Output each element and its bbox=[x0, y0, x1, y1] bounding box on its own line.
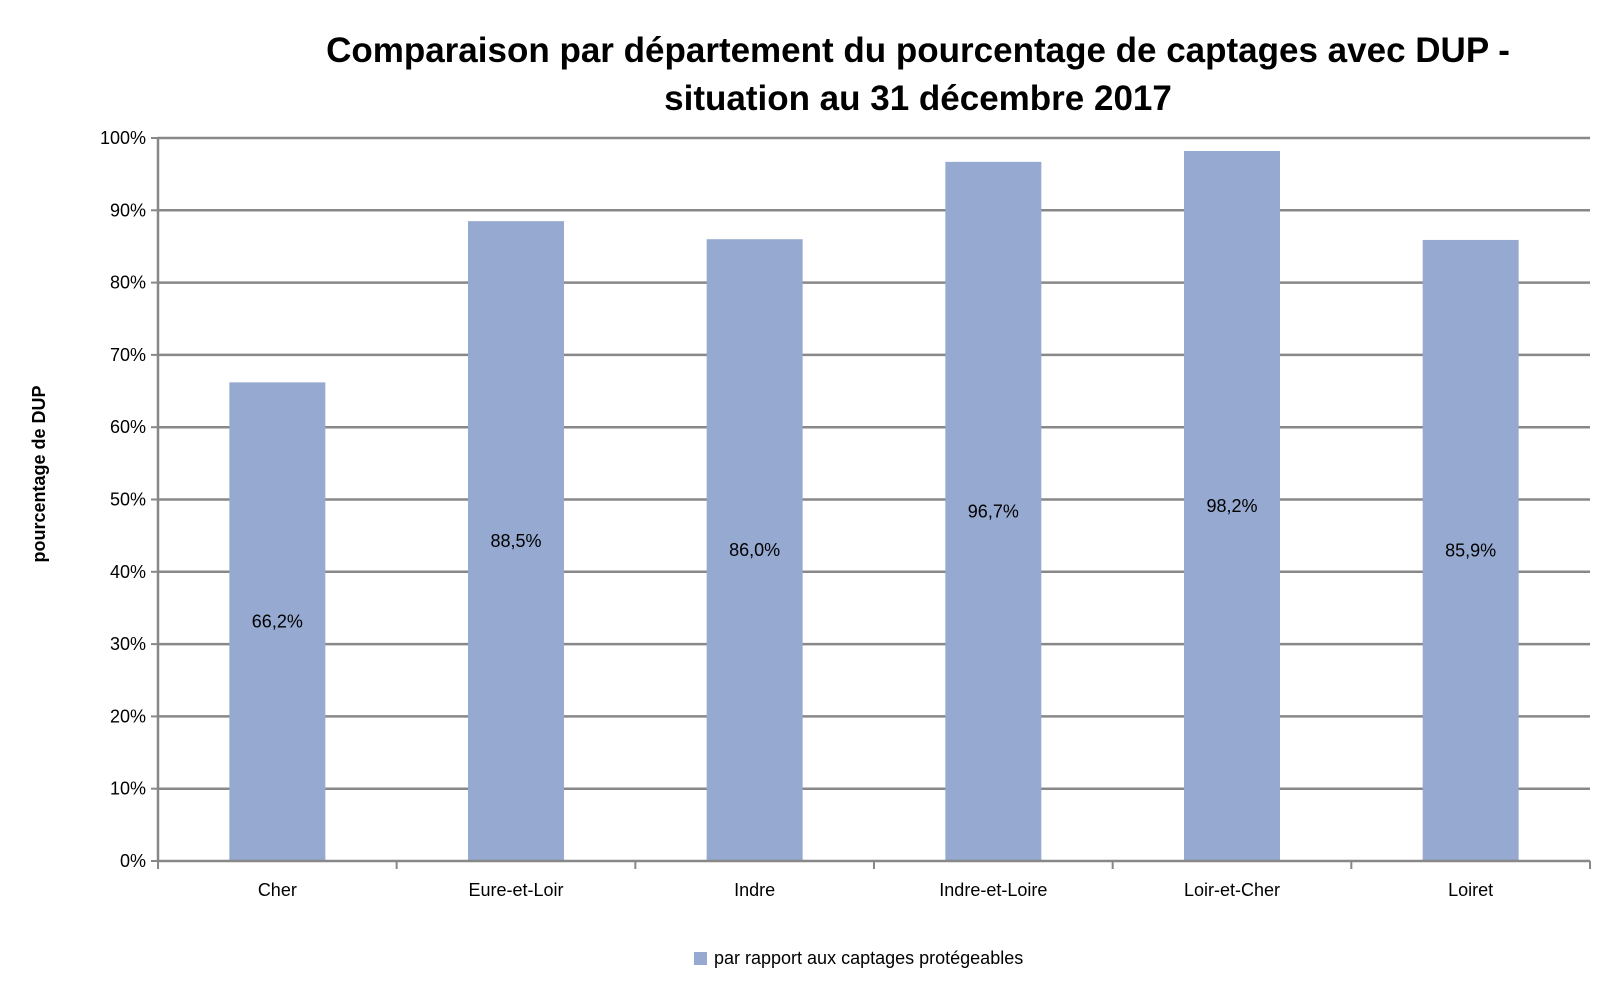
data-label: 66,2% bbox=[252, 612, 303, 632]
labels: 0% 10% 20% 30% 40% 50% 60% 70% 80% 90% 100% 66,2% Ch… bbox=[100, 128, 1496, 900]
bar-loir-et-cher bbox=[1184, 151, 1280, 861]
y-tick-label: 40% bbox=[110, 562, 146, 582]
y-axis-title: pourcentage de DUP bbox=[29, 385, 49, 562]
y-tick-label: 90% bbox=[110, 200, 146, 220]
data-label: 96,7% bbox=[968, 501, 1019, 521]
y-tick-label: 20% bbox=[110, 706, 146, 726]
y-tick-label: 50% bbox=[110, 490, 146, 510]
y-tick-label: 60% bbox=[110, 417, 146, 437]
y-tick-label: 80% bbox=[110, 273, 146, 293]
bar-series bbox=[229, 151, 1519, 862]
data-label: 88,5% bbox=[490, 531, 541, 551]
x-tick-label: Indre bbox=[734, 880, 775, 900]
axes bbox=[151, 137, 1591, 869]
data-label: 98,2% bbox=[1206, 496, 1257, 516]
legend-label: par rapport aux captages protégeables bbox=[714, 948, 1023, 968]
y-tick-label: 10% bbox=[110, 779, 146, 799]
x-tick-label: Cher bbox=[258, 880, 297, 900]
legend: par rapport aux captages protégeables bbox=[694, 948, 1023, 968]
x-tick-label: Loiret bbox=[1448, 880, 1493, 900]
bar-loiret bbox=[1422, 239, 1519, 861]
y-tick-label: 100% bbox=[100, 128, 146, 148]
bar-indre-et-loire bbox=[945, 161, 1042, 861]
y-tick-label: 70% bbox=[110, 345, 146, 365]
y-tick-label: 30% bbox=[110, 634, 146, 654]
y-tick-label: 0% bbox=[120, 851, 146, 871]
data-label: 86,0% bbox=[729, 540, 780, 560]
bar-eure-et-loir bbox=[468, 221, 564, 861]
x-tick-label: Loir-et-Cher bbox=[1184, 880, 1280, 900]
data-label: 85,9% bbox=[1445, 540, 1496, 560]
legend-swatch bbox=[694, 952, 707, 965]
chart-title-line-1: Comparaison par département du pourcenta… bbox=[326, 31, 1510, 70]
x-tick-label: Indre-et-Loire bbox=[939, 880, 1047, 900]
bar-cher bbox=[229, 382, 326, 861]
gridlines bbox=[158, 136, 1590, 790]
x-tick-label: Eure-et-Loir bbox=[468, 880, 563, 900]
bar-indre bbox=[706, 239, 803, 862]
chart-title-line-2: situation au 31 décembre 2017 bbox=[664, 79, 1172, 118]
